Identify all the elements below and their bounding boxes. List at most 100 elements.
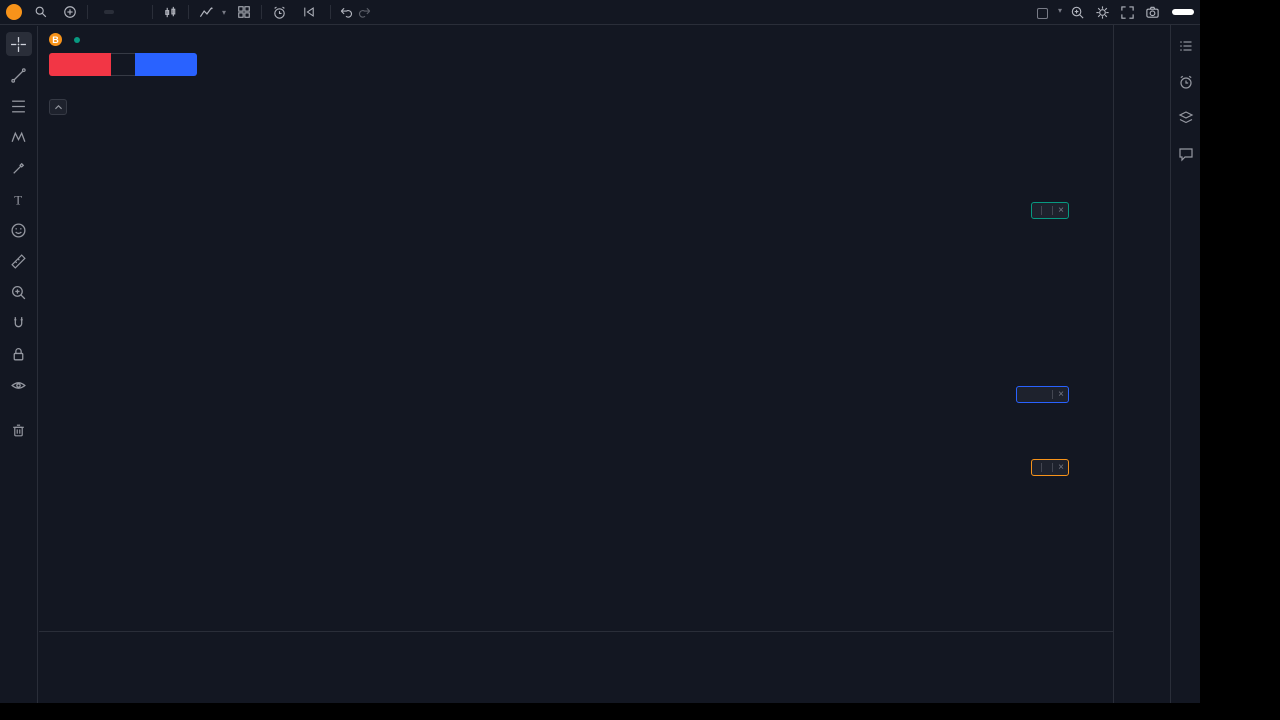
tool-fib-retracement[interactable] [6, 94, 32, 118]
trash-icon [13, 424, 24, 436]
tool-trend-line[interactable] [6, 63, 32, 87]
trading-app-window: ▾ ▾ [0, 0, 1200, 703]
tool-text[interactable]: T [6, 187, 32, 211]
chart-area[interactable]: B [39, 25, 1113, 703]
tool-hide-drawings[interactable] [6, 373, 32, 397]
indicators-icon [199, 6, 213, 17]
close-icon[interactable]: × [1058, 205, 1064, 216]
layout-menu[interactable]: ▾ [1036, 5, 1062, 19]
object-tree-button[interactable] [1175, 107, 1197, 129]
eye-icon [11, 381, 26, 389]
zoom-in-icon [12, 285, 26, 299]
chevron-up-icon [54, 104, 62, 109]
layout-checkbox[interactable] [1036, 7, 1048, 19]
text-icon: T [14, 193, 22, 207]
timeframe-4h[interactable] [126, 10, 136, 14]
tool-lock-drawings[interactable] [6, 342, 32, 366]
settings-button[interactable] [1093, 3, 1112, 22]
tool-zoom-in[interactable] [6, 280, 32, 304]
timeframe-1d[interactable] [137, 10, 147, 14]
macd-pane[interactable] [39, 631, 1113, 703]
price-axis[interactable] [1113, 25, 1171, 703]
tool-delete-drawings[interactable] [6, 418, 32, 442]
alarm-clock-icon [274, 6, 285, 19]
quick-search-button[interactable] [1068, 3, 1087, 22]
tool-crosshair[interactable] [5, 32, 32, 56]
alerts-button[interactable] [1175, 71, 1197, 93]
layers-icon [1178, 111, 1193, 124]
trend-line-icon [11, 67, 26, 83]
timeframe-5m[interactable] [93, 10, 103, 14]
tool-emoji[interactable] [6, 218, 32, 242]
price-chart-canvas[interactable] [39, 25, 1113, 630]
layout-templates-button[interactable] [232, 3, 256, 21]
bitcoin-logo-icon: B [49, 33, 62, 46]
fullscreen-icon [1121, 5, 1134, 19]
chat-button[interactable] [1175, 143, 1197, 165]
close-icon[interactable]: × [1058, 462, 1064, 473]
fullscreen-button[interactable] [1118, 3, 1137, 22]
undo-icon [340, 7, 353, 18]
chart-style-button[interactable] [158, 3, 183, 22]
publish-button[interactable] [1172, 9, 1194, 15]
symbol-search-button[interactable] [29, 3, 57, 21]
replay-icon [304, 7, 314, 17]
chevron-down-icon: ▾ [1057, 5, 1062, 15]
search-plus-icon [1071, 6, 1084, 19]
crosshair-icon [11, 36, 26, 52]
ruler-icon [11, 253, 26, 269]
screenshot-button[interactable] [1143, 3, 1162, 22]
timeframe-15m[interactable] [104, 10, 114, 14]
legend-collapse-button[interactable] [49, 99, 67, 115]
data-feed-status-icon [74, 36, 80, 43]
symbol-legend[interactable]: B [49, 33, 118, 46]
macd-canvas[interactable] [39, 632, 1113, 703]
tool-magnet[interactable] [6, 311, 32, 335]
position-target-label[interactable]: × [1031, 202, 1069, 219]
redo-icon [358, 7, 371, 18]
user-avatar[interactable] [6, 4, 22, 20]
fib-retracement-icon [12, 100, 25, 112]
tool-brush[interactable] [6, 156, 32, 180]
alarm-clock-icon [1179, 75, 1192, 89]
xabcd-pattern-icon [11, 131, 26, 142]
watchlist-icon [1179, 41, 1191, 51]
redo-button[interactable] [356, 3, 375, 22]
grid-icon [238, 6, 250, 18]
top-toolbar: ▾ ▾ [0, 0, 1200, 25]
toolbar-divider [152, 5, 153, 19]
emoji-icon [11, 222, 26, 238]
toolbar-divider [188, 5, 189, 19]
indicators-button[interactable]: ▾ [194, 3, 231, 22]
svg-text:T: T [14, 193, 22, 207]
toolbar-divider [261, 5, 263, 19]
buy-button[interactable] [135, 53, 197, 76]
gear-icon [1096, 5, 1109, 19]
replay-button[interactable] [297, 3, 325, 21]
position-stop-label[interactable]: × [1031, 459, 1069, 476]
lock-icon [13, 347, 24, 360]
timeframe-1h[interactable] [115, 10, 125, 14]
compare-button[interactable] [58, 3, 82, 21]
close-icon[interactable]: × [1058, 389, 1064, 400]
tool-measure[interactable] [6, 249, 32, 273]
camera-icon [1146, 6, 1159, 18]
plus-icon [64, 6, 76, 18]
magnet-icon [14, 316, 23, 327]
toolbar-divider [87, 5, 88, 19]
position-entry-label[interactable]: × [1016, 386, 1069, 403]
toolbar-divider [330, 5, 332, 19]
chat-bubble-icon [1178, 148, 1193, 162]
tool-xabcd-pattern[interactable] [6, 125, 32, 149]
chevron-down-icon: ▾ [222, 7, 227, 17]
trade-buttons [49, 53, 197, 76]
undo-button[interactable] [336, 3, 355, 22]
brush-icon [13, 162, 25, 174]
sell-button[interactable] [49, 53, 111, 76]
watchlist-button[interactable] [1175, 35, 1197, 57]
drawing-toolbar: T [0, 26, 38, 703]
alert-button[interactable] [267, 3, 296, 22]
spread-value [111, 53, 135, 76]
candles-icon [165, 6, 176, 17]
right-sidebar [1170, 25, 1200, 703]
